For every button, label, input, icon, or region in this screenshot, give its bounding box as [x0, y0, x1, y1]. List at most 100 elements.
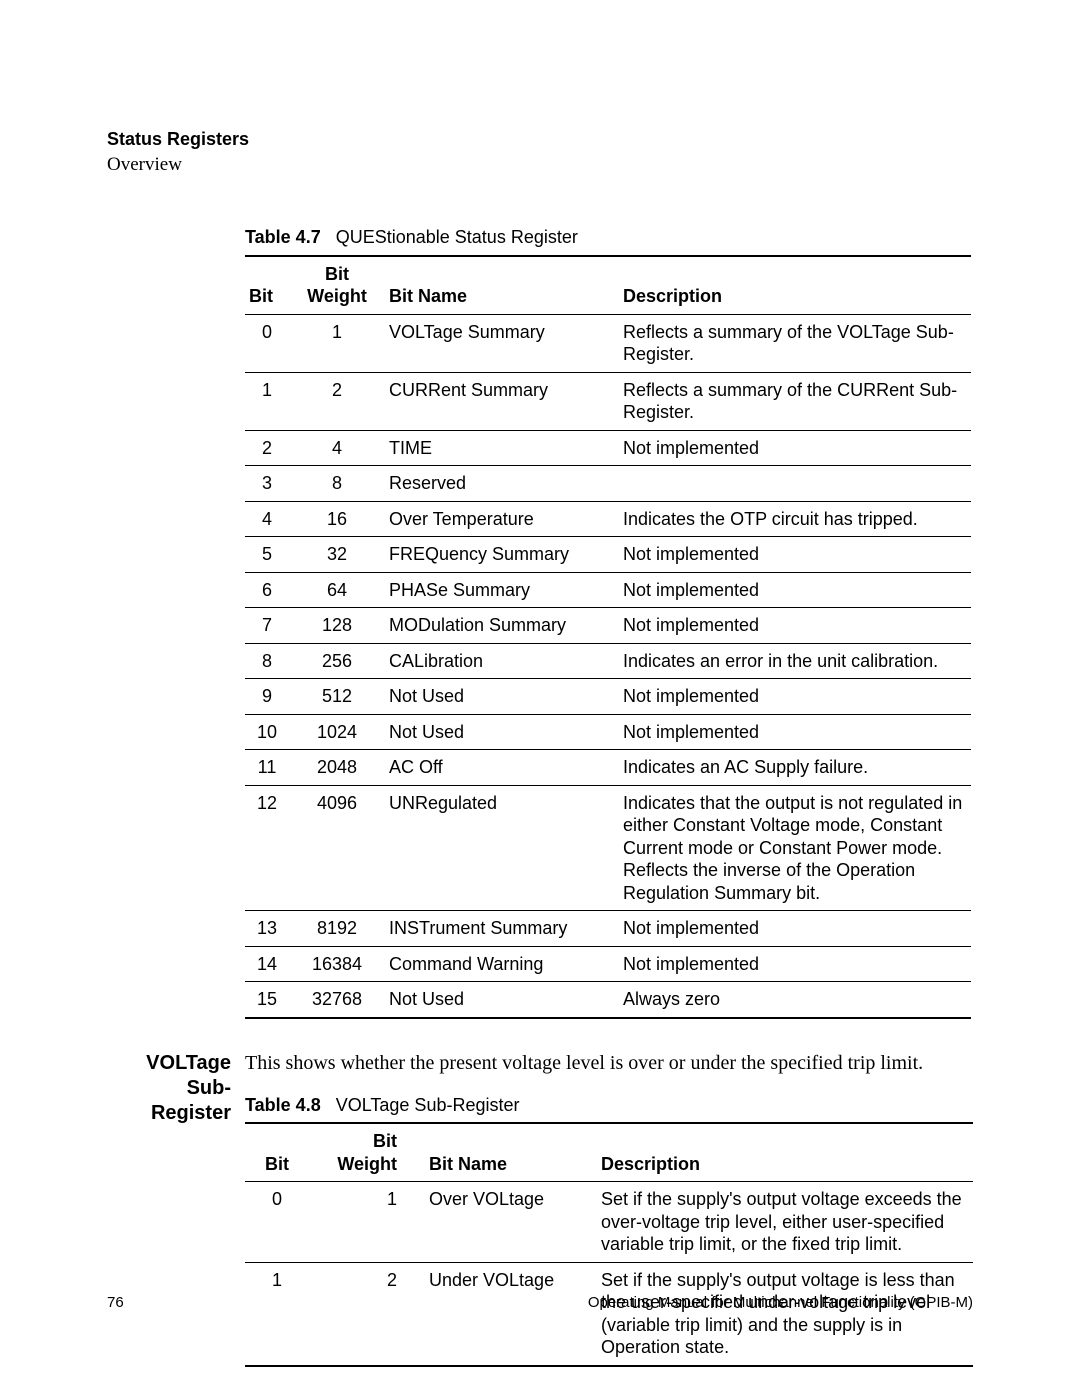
cell-bit: 3: [245, 466, 289, 502]
cell-bit-weight: 2048: [289, 750, 385, 786]
col-bit: Bit: [245, 256, 289, 315]
cell-bit: 2: [245, 430, 289, 466]
table-row: 532FREQuency SummaryNot implemented: [245, 537, 971, 573]
table-row: 124096UNRegulatedIndicates that the outp…: [245, 785, 971, 911]
cell-bit: 8: [245, 643, 289, 679]
page-number: 76: [107, 1294, 124, 1313]
cell-description: Not implemented: [619, 537, 971, 573]
cell-bit-weight: 16384: [289, 946, 385, 982]
table-row: 01Over VOLtageSet if the supply's output…: [245, 1182, 973, 1263]
table-4-7-caption-title: QUEStionable Status Register: [336, 227, 578, 247]
table-row: 138192INSTrument SummaryNot implemented: [245, 911, 971, 947]
cell-bit-name: Over Temperature: [385, 501, 619, 537]
section-subtitle: Overview: [107, 153, 973, 177]
col-description: Description: [619, 256, 971, 315]
table-header-row: Bit Bit Weight Bit Name Description: [245, 1123, 973, 1182]
cell-description: Not implemented: [619, 608, 971, 644]
section-intro-text: This shows whether the present voltage l…: [245, 1051, 973, 1076]
cell-bit: 11: [245, 750, 289, 786]
table-4-8-caption: Table 4.8 VOLTage Sub-Register: [245, 1094, 973, 1117]
cell-bit-weight: 1: [309, 1182, 425, 1263]
cell-description: Not implemented: [619, 946, 971, 982]
cell-bit-weight: 32: [289, 537, 385, 573]
cell-description: Not implemented: [619, 430, 971, 466]
table-row: 01VOLTage SummaryReflects a summary of t…: [245, 314, 971, 372]
cell-bit-name: Not Used: [385, 679, 619, 715]
cell-bit-name: VOLTage Summary: [385, 314, 619, 372]
cell-description: Set if the supply's output voltage excee…: [597, 1182, 973, 1263]
table-row: 1416384Command WarningNot implemented: [245, 946, 971, 982]
cell-description: [619, 466, 971, 502]
table-4-7: Bit Bit Weight Bit Name Description 01VO…: [245, 255, 971, 1019]
table-row: 101024Not UsedNot implemented: [245, 714, 971, 750]
cell-description: Not implemented: [619, 679, 971, 715]
cell-description: Indicates an AC Supply failure.: [619, 750, 971, 786]
section-body: This shows whether the present voltage l…: [245, 1051, 973, 1367]
cell-bit: 14: [245, 946, 289, 982]
cell-description: Indicates the OTP circuit has tripped.: [619, 501, 971, 537]
cell-bit: 0: [245, 314, 289, 372]
cell-bit: 7: [245, 608, 289, 644]
cell-bit-weight: 2: [289, 372, 385, 430]
table-4-8-caption-label: Table 4.8: [245, 1095, 321, 1115]
table-header-row: Bit Bit Weight Bit Name Description: [245, 256, 971, 315]
section-side-label: VOLTage Sub-Register: [107, 1051, 245, 1126]
table-row: 416Over TemperatureIndicates the OTP cir…: [245, 501, 971, 537]
section-title: Status Registers: [107, 128, 973, 151]
cell-bit-name: Reserved: [385, 466, 619, 502]
cell-bit: 4: [245, 501, 289, 537]
side-label-line2: Sub-Register: [151, 1077, 231, 1124]
table-row: 664PHASe SummaryNot implemented: [245, 572, 971, 608]
col-bit-weight: Bit Weight: [309, 1123, 425, 1182]
col-bit-weight: Bit Weight: [289, 256, 385, 315]
cell-bit: 12: [245, 785, 289, 911]
voltage-sub-register-section: VOLTage Sub-Register This shows whether …: [107, 1051, 973, 1367]
cell-bit-name: Over VOLtage: [425, 1182, 597, 1263]
cell-description: Not implemented: [619, 714, 971, 750]
manual-title: Operating Manual for Multichannel Functi…: [588, 1294, 973, 1313]
cell-bit-weight: 512: [289, 679, 385, 715]
cell-bit-weight: 4: [289, 430, 385, 466]
page-footer: 76 Operating Manual for Multichannel Fun…: [107, 1294, 973, 1313]
table-row: 8256CALibrationIndicates an error in the…: [245, 643, 971, 679]
cell-bit-weight: 16: [289, 501, 385, 537]
cell-bit: 15: [245, 982, 289, 1018]
cell-description: Always zero: [619, 982, 971, 1018]
cell-description: Reflects a summary of the CURRent Sub-Re…: [619, 372, 971, 430]
col-bit-name: Bit Name: [425, 1123, 597, 1182]
table-4-7-caption: Table 4.7 QUEStionable Status Register: [245, 226, 971, 249]
cell-bit-name: FREQuency Summary: [385, 537, 619, 573]
cell-bit-weight: 2: [309, 1262, 425, 1366]
cell-bit-name: UNRegulated: [385, 785, 619, 911]
cell-description: Set if the supply's output voltage is le…: [597, 1262, 973, 1366]
cell-bit-weight: 8: [289, 466, 385, 502]
col-bit-name: Bit Name: [385, 256, 619, 315]
col-bit: Bit: [245, 1123, 309, 1182]
cell-bit-name: INSTrument Summary: [385, 911, 619, 947]
table-row: 9512Not UsedNot implemented: [245, 679, 971, 715]
table-row: 112048AC OffIndicates an AC Supply failu…: [245, 750, 971, 786]
cell-bit: 5: [245, 537, 289, 573]
cell-bit: 10: [245, 714, 289, 750]
cell-bit-name: Not Used: [385, 714, 619, 750]
document-page: Status Registers Overview Table 4.7 QUES…: [107, 128, 973, 1367]
table-4-8-caption-title: VOLTage Sub-Register: [336, 1095, 520, 1115]
cell-bit-weight: 64: [289, 572, 385, 608]
cell-bit-weight: 32768: [289, 982, 385, 1018]
table-row: 12CURRent SummaryReflects a summary of t…: [245, 372, 971, 430]
cell-description: Not implemented: [619, 911, 971, 947]
side-label-line1: VOLTage: [146, 1052, 231, 1074]
col-description: Description: [597, 1123, 973, 1182]
cell-bit-name: MODulation Summary: [385, 608, 619, 644]
cell-bit-name: Command Warning: [385, 946, 619, 982]
cell-bit: 0: [245, 1182, 309, 1263]
cell-bit-weight: 1024: [289, 714, 385, 750]
cell-bit-weight: 1: [289, 314, 385, 372]
table-row: 38Reserved: [245, 466, 971, 502]
table-4-7-caption-label: Table 4.7: [245, 227, 321, 247]
running-header: Status Registers Overview: [107, 128, 973, 176]
cell-bit-weight: 128: [289, 608, 385, 644]
cell-bit-name: TIME: [385, 430, 619, 466]
table-row: 1532768Not UsedAlways zero: [245, 982, 971, 1018]
table-row: 24TIMENot implemented: [245, 430, 971, 466]
